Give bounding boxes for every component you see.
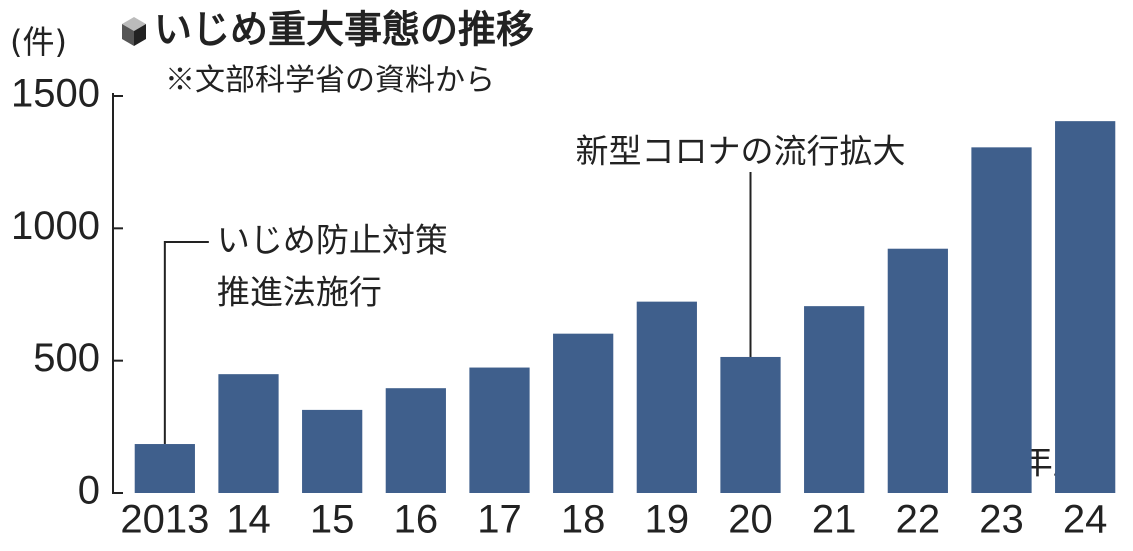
y-tick-label: 1000 bbox=[11, 204, 100, 248]
x-tick-label: 23 bbox=[979, 498, 1024, 542]
bar bbox=[469, 367, 530, 493]
title-icon bbox=[122, 17, 146, 46]
annotation-leader bbox=[163, 241, 209, 445]
x-tick-label: 24 bbox=[1063, 498, 1108, 542]
bar bbox=[887, 248, 948, 493]
annotation-text: いじめ防止対策 bbox=[217, 221, 448, 260]
y-tick-label: 0 bbox=[78, 469, 100, 513]
bar bbox=[302, 409, 363, 493]
chart-subtitle: ※文部科学省の資料から bbox=[165, 63, 495, 98]
x-tick-label: 21 bbox=[812, 498, 857, 542]
annotation-text: 推進法施行 bbox=[217, 273, 382, 312]
x-tick-label: 2013 bbox=[120, 498, 209, 542]
bar bbox=[553, 333, 614, 493]
y-unit: (件) bbox=[10, 23, 67, 61]
bar bbox=[804, 306, 865, 493]
bar bbox=[385, 388, 446, 493]
x-tick-label: 20 bbox=[728, 498, 773, 542]
y-tick-label: 1500 bbox=[11, 72, 100, 116]
bar bbox=[636, 301, 697, 493]
chart-title: いじめ重大事態の推移 bbox=[154, 8, 534, 52]
x-tick-label: 16 bbox=[394, 498, 439, 542]
bar bbox=[720, 356, 781, 493]
x-tick-label: 15 bbox=[310, 498, 355, 542]
x-tick-label: 22 bbox=[896, 498, 941, 542]
bar bbox=[218, 374, 279, 493]
bar bbox=[134, 444, 195, 493]
x-tick-label: 19 bbox=[645, 498, 690, 542]
x-tick-label: 14 bbox=[226, 498, 271, 542]
x-tick-label: 17 bbox=[477, 498, 522, 542]
annotation-text: 新型コロナの流行拡大 bbox=[576, 132, 906, 171]
x-tick-label: 18 bbox=[561, 498, 606, 542]
bar bbox=[1055, 121, 1116, 493]
bar bbox=[971, 147, 1032, 493]
y-tick-label: 500 bbox=[33, 336, 100, 380]
